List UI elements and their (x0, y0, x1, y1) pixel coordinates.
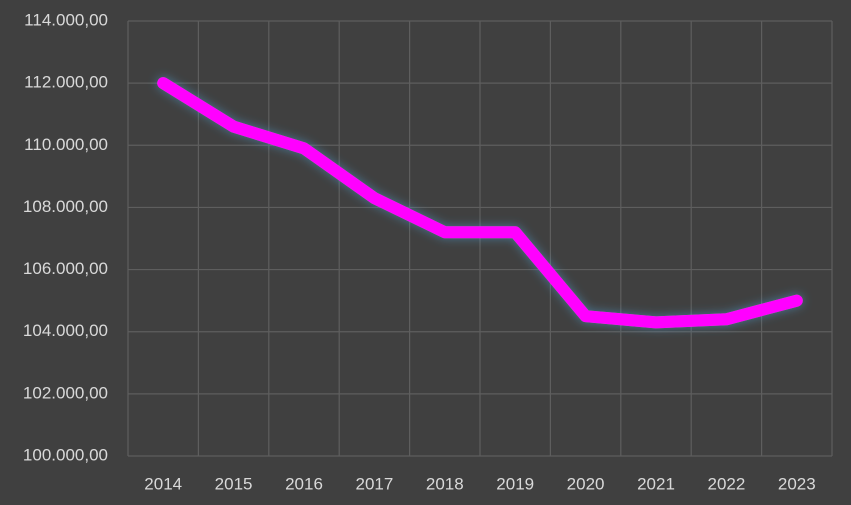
y-tick-label: 100.000,00 (23, 445, 108, 464)
y-tick-label: 110.000,00 (24, 135, 108, 154)
y-tick-label: 102.000,00 (23, 383, 108, 402)
x-tick-label: 2015 (215, 474, 253, 493)
x-tick-label: 2016 (285, 474, 323, 493)
x-tick-label: 2020 (567, 474, 605, 493)
y-tick-label: 114.000,00 (24, 10, 108, 29)
x-tick-label: 2021 (637, 474, 675, 493)
y-tick-label: 108.000,00 (23, 197, 108, 216)
data-line (157, 77, 803, 329)
x-tick-label: 2014 (144, 474, 182, 493)
y-tick-label: 112.000,00 (24, 73, 108, 92)
x-tick-label: 2017 (355, 474, 393, 493)
x-tick-label: 2019 (496, 474, 534, 493)
x-tick-label: 2018 (426, 474, 464, 493)
x-tick-label: 2022 (707, 474, 745, 493)
x-tick-label: 2023 (778, 474, 816, 493)
y-tick-label: 104.000,00 (23, 321, 108, 340)
y-tick-label: 106.000,00 (23, 259, 108, 278)
